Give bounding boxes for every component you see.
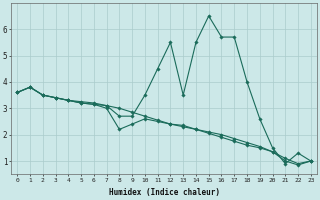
X-axis label: Humidex (Indice chaleur): Humidex (Indice chaleur)	[108, 188, 220, 197]
